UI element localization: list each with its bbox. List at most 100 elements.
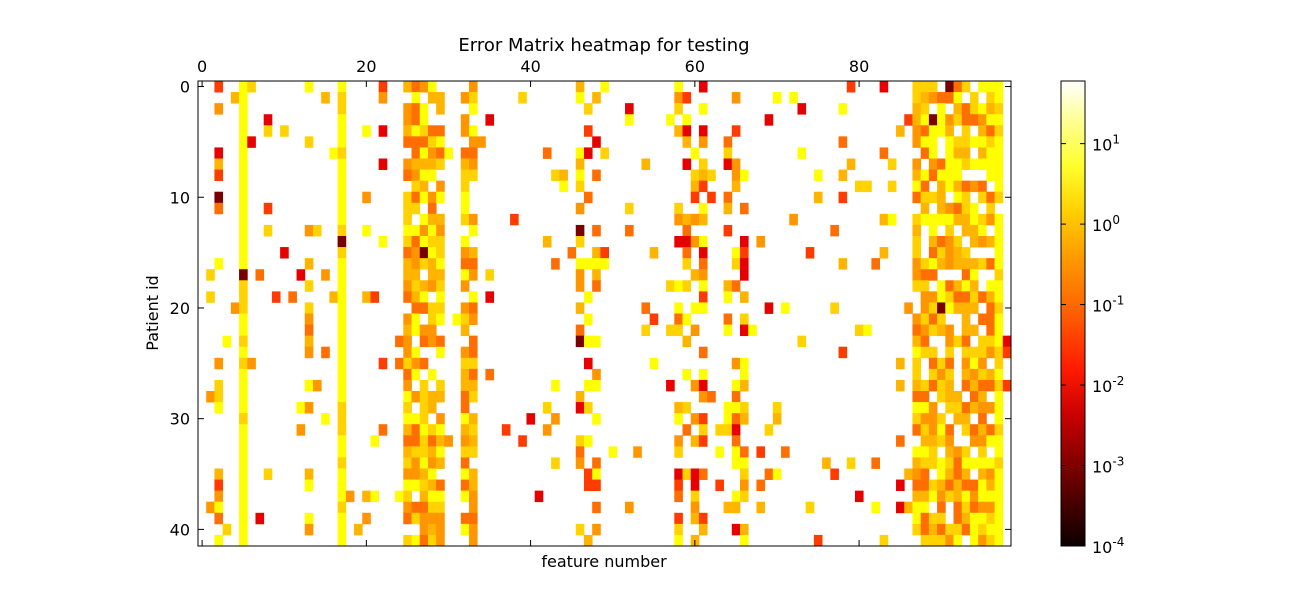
heatmap-cell <box>961 335 971 348</box>
heatmap-cell <box>592 335 601 348</box>
heatmap-cell <box>928 512 938 525</box>
heatmap-cell <box>674 313 683 325</box>
heatmap-cell <box>928 457 938 469</box>
heatmap-cell <box>994 280 1004 292</box>
heatmap-cell <box>239 213 248 226</box>
x-tick-label: 60 <box>685 57 705 76</box>
heatmap-cell <box>337 313 347 325</box>
heatmap-cell <box>337 147 347 159</box>
heatmap-cell <box>583 191 593 204</box>
heatmap-cell <box>961 379 971 392</box>
heatmap-cell <box>592 136 601 148</box>
heatmap-cell <box>986 136 995 148</box>
heatmap-cell <box>912 247 922 259</box>
heatmap-cell <box>362 125 371 137</box>
heatmap-cell <box>337 258 347 270</box>
heatmap-cell <box>920 202 930 215</box>
heatmap-cell <box>994 125 1004 137</box>
heatmap-cell <box>953 523 963 536</box>
heatmap-cell <box>969 258 979 270</box>
heatmap-cell <box>912 103 922 115</box>
heatmap-cell <box>674 523 683 536</box>
heatmap-cell <box>403 457 412 469</box>
heatmap-cell <box>896 501 905 514</box>
heatmap-cell <box>937 291 946 303</box>
heatmap-cell <box>912 424 922 436</box>
heatmap-cell <box>542 424 552 436</box>
heatmap-cell <box>436 490 445 503</box>
heatmap-cell <box>469 92 478 104</box>
heatmap-cell <box>961 324 971 337</box>
heatmap-cell <box>953 302 963 314</box>
heatmap-cell <box>436 379 445 392</box>
heatmap-cell <box>403 247 412 259</box>
heatmap-cell <box>978 446 987 458</box>
heatmap-cell <box>321 92 330 104</box>
heatmap-cell <box>953 479 963 492</box>
heatmap-cell <box>469 136 478 148</box>
heatmap-cell <box>994 269 1004 281</box>
heatmap-cell <box>928 224 938 237</box>
heatmap-cell <box>419 457 429 469</box>
heatmap-cell <box>928 313 938 325</box>
heatmap-cell <box>239 379 248 392</box>
heatmap-cell <box>239 335 248 348</box>
heatmap-cell <box>592 269 601 281</box>
heatmap-cell <box>469 468 478 480</box>
heatmap-cell <box>764 468 774 480</box>
heatmap-cell <box>928 523 938 536</box>
heatmap-cell <box>600 147 609 159</box>
heatmap-cell <box>625 501 634 514</box>
heatmap-cell <box>961 424 971 436</box>
heatmap-cell <box>263 114 273 126</box>
heatmap-cell <box>460 158 470 170</box>
heatmap-cell <box>460 269 470 281</box>
heatmap-cell <box>731 169 741 182</box>
colorbar-tick-label: 10-1 <box>1092 294 1124 316</box>
heatmap-cell <box>723 136 733 148</box>
heatmap-cell <box>945 147 954 159</box>
heatmap-cell <box>403 435 412 447</box>
heatmap-cell <box>641 302 651 314</box>
heatmap-cell <box>854 180 864 193</box>
heatmap-cell <box>953 158 963 170</box>
heatmap-cell <box>214 490 224 503</box>
heatmap-cell <box>674 446 683 458</box>
heatmap-cell <box>411 313 421 325</box>
heatmap-cell <box>551 169 560 182</box>
heatmap-cell <box>994 224 1004 237</box>
heatmap-cell <box>337 158 347 170</box>
heatmap-cell <box>764 302 774 314</box>
heatmap-cell <box>378 125 388 137</box>
heatmap-cell <box>912 114 922 126</box>
heatmap-cell <box>920 413 930 425</box>
heatmap-cell <box>411 324 421 337</box>
heatmap-cell <box>583 335 593 348</box>
heatmap-cell <box>986 368 995 381</box>
heatmap-cell <box>772 92 782 104</box>
heatmap-cell <box>813 191 823 204</box>
heatmap-cell <box>239 180 248 193</box>
heatmap-cell <box>239 313 248 325</box>
heatmap-cell <box>436 534 445 547</box>
heatmap-cell <box>403 313 412 325</box>
heatmap-cell <box>904 114 913 126</box>
heatmap-cell <box>723 501 733 514</box>
heatmap-cell <box>698 247 708 259</box>
heatmap-cell <box>953 81 963 93</box>
heatmap-cell <box>304 346 314 359</box>
heatmap-cell <box>969 213 979 226</box>
heatmap-cell <box>961 180 971 193</box>
heatmap-cell <box>239 81 248 93</box>
heatmap-cell <box>928 247 938 259</box>
heatmap-cell <box>575 269 585 281</box>
heatmap-cell <box>945 534 954 547</box>
heatmap-cell <box>575 258 585 270</box>
heatmap-cell <box>822 457 831 469</box>
heatmap-cell <box>698 213 708 226</box>
heatmap-cell <box>534 490 544 503</box>
heatmap-cell <box>419 468 429 480</box>
heatmap-cell <box>961 136 971 148</box>
heatmap-cell <box>969 269 979 281</box>
